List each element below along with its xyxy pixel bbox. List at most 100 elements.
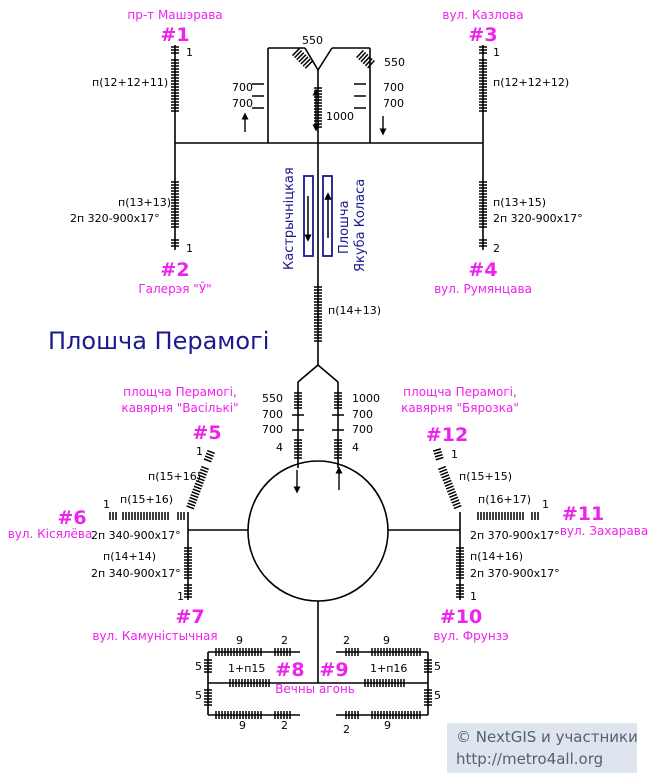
stair-43	[204, 659, 212, 673]
exit-4-step-a: п(13+15)	[493, 196, 546, 209]
exit-3-step-b: п(12+12+12)	[493, 76, 569, 89]
exit-4-step-b: 2п 320-900x17°	[493, 212, 583, 225]
mid-num-700d: 700	[352, 423, 373, 436]
mem-5a: 5	[195, 660, 202, 673]
exit-6-step-b: п(15+16)	[120, 493, 173, 506]
memorial-name: Вечны агонь	[275, 682, 355, 696]
stair-2	[479, 46, 487, 54]
stair-26	[109, 512, 117, 520]
stair-33	[456, 547, 464, 579]
stair-37	[345, 648, 359, 656]
exit-11-number: #11	[562, 503, 604, 525]
stair-16	[294, 392, 302, 409]
mem-9a: 9	[236, 634, 243, 647]
mem-9b: 9	[383, 634, 390, 647]
exit-11-step-c: 2п 370-900x17°	[470, 529, 560, 542]
stair-25	[438, 465, 462, 510]
stair-38	[371, 648, 421, 656]
mem-2c: 2	[281, 719, 288, 732]
exit-7-name: вул. Камуністычная	[92, 629, 217, 643]
exit-12-number: #12	[426, 424, 468, 446]
exit-12-name-2: кавярня "Бярозка"	[401, 401, 519, 415]
mid-num-550: 550	[262, 392, 283, 405]
exit-5-number: #5	[192, 422, 221, 444]
mid-num-1000: 1000	[352, 392, 380, 405]
mid-num-4b: 4	[352, 441, 359, 454]
credit-line-2[interactable]: http://metro4all.org	[456, 750, 604, 768]
exit-10-step-c: 1	[470, 590, 477, 603]
exit-4-number: #4	[468, 259, 497, 281]
exit-12-step-b: п(15+15)	[459, 470, 512, 483]
stair-34	[456, 584, 464, 598]
top-num-700c: 700	[383, 81, 404, 94]
exit-6-name: вул. Кісялёва	[8, 527, 93, 541]
stair-8	[479, 239, 487, 247]
stair-20	[294, 439, 302, 459]
exit-11-step-b: п(16+17)	[478, 493, 531, 506]
stair-42	[371, 711, 421, 719]
mid-num-700c: 700	[352, 408, 373, 421]
credit-line-1: © NextGIS и участники	[456, 728, 638, 746]
exit-7-step-a: п(14+14)	[103, 550, 156, 563]
stair-7	[479, 181, 487, 228]
exit-11-name: вул. Захарава	[560, 524, 648, 538]
mem-9c: 9	[239, 719, 246, 732]
platform-left-label: Кастрычніцкая	[282, 167, 297, 270]
stair-30	[531, 512, 539, 520]
exit-2-number: #2	[160, 259, 189, 281]
stair-13	[354, 83, 366, 109]
exit-2-name: Галерэя "Ў"	[138, 281, 211, 296]
top-num-700d: 700	[383, 97, 404, 110]
platform	[303, 175, 333, 257]
top-num-550a: 550	[302, 34, 323, 47]
credit-box: © NextGIS и участники http://metro4all.o…	[447, 723, 638, 773]
stair-48	[364, 679, 405, 687]
exit-10-number: #10	[440, 606, 482, 628]
stair-27	[122, 512, 169, 520]
exit-4-name: вул. Румянцава	[434, 282, 532, 296]
stair-6	[171, 239, 179, 247]
mem-5d: 5	[434, 689, 441, 702]
mem-9d: 9	[384, 719, 391, 732]
exit-5-step-b: п(15+16)	[148, 470, 201, 483]
platform-right-label-1: Плошча	[337, 200, 352, 254]
top-num-550b: 550	[384, 56, 405, 69]
exit-10-name: вул. Фрунзэ	[433, 629, 508, 643]
stair-15	[314, 286, 322, 342]
exit-9-number: #9	[319, 659, 348, 681]
stair-28	[177, 512, 185, 520]
stair-46	[424, 689, 432, 706]
stair-29	[477, 512, 524, 520]
mem-2d: 2	[343, 723, 350, 736]
exit-1-step-a: 1	[186, 46, 193, 59]
stair-21	[334, 439, 342, 459]
stair-22	[203, 449, 215, 463]
stair-3	[479, 59, 487, 112]
exit-6-step-a: 1	[103, 498, 110, 511]
stair-36	[274, 648, 291, 656]
corridors	[174, 45, 484, 716]
platform-right-label-2: Якуба Коласа	[353, 179, 368, 272]
exit-12-step-a: 1	[451, 448, 458, 461]
exit-7-step-b: 2п 340-900x17°	[91, 567, 181, 580]
mem-2a: 2	[281, 634, 288, 647]
stair-17	[334, 392, 342, 409]
exit-11-step-a: 1	[542, 498, 549, 511]
mid-num-700b: 700	[262, 423, 283, 436]
exit-2-step-b: 2п 320-900x17°	[70, 212, 160, 225]
stair-0	[171, 46, 179, 54]
exit-3-name: вул. Казлова	[442, 8, 523, 22]
stair-11	[252, 83, 264, 109]
exit-6-step-c: 2п 340-900x17°	[91, 529, 181, 542]
top-num-700b: 700	[232, 97, 253, 110]
exit-5-name-2: кавярня "Васількі"	[121, 401, 238, 415]
stair-45	[424, 659, 432, 673]
exit-5-step-a: 1	[196, 445, 203, 458]
stair-1	[171, 59, 179, 112]
top-num-700a: 700	[232, 81, 253, 94]
exit-10-step-a: п(14+16)	[470, 550, 523, 563]
stair-39	[215, 711, 262, 719]
stair-9	[291, 47, 313, 69]
exit-3-number: #3	[468, 24, 497, 46]
